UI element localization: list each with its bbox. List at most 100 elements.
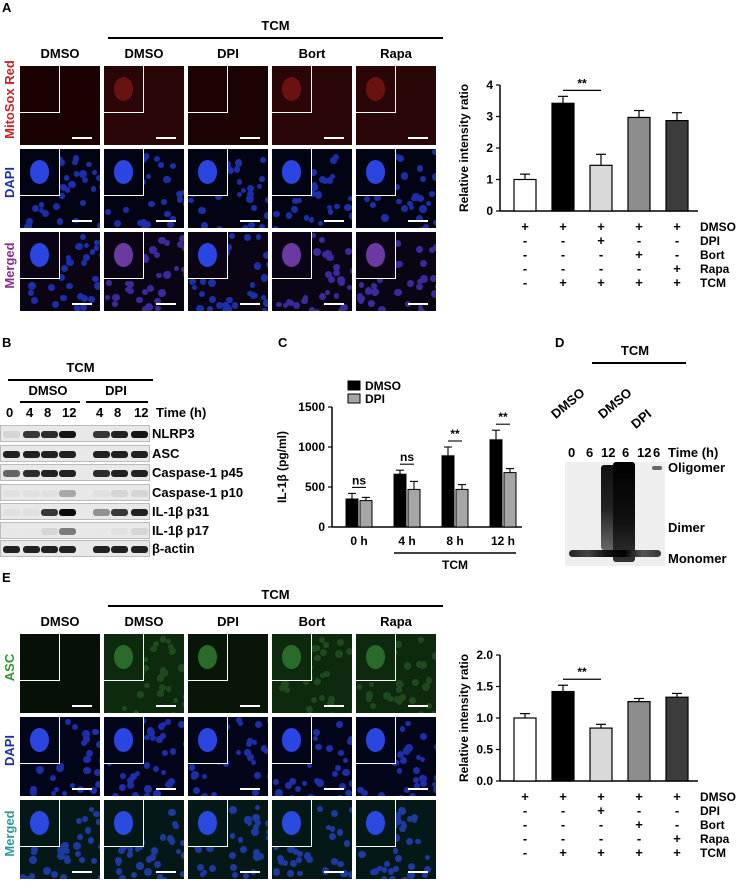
nucleus <box>96 174 100 181</box>
chart-a-ytick-label: 3 <box>486 110 493 124</box>
a-tile-r2-c0 <box>20 232 100 311</box>
nucleus <box>162 270 171 279</box>
nucleus <box>319 649 327 656</box>
band <box>111 490 128 497</box>
band <box>23 509 40 516</box>
nucleus <box>303 678 310 685</box>
nucleus <box>75 242 83 251</box>
nucleus <box>105 294 111 300</box>
nucleus <box>113 220 121 227</box>
panel-b-group-dmso: DMSO <box>28 383 68 398</box>
nucleus <box>409 696 417 704</box>
chart-c-category-1: 4 h <box>398 534 415 548</box>
a-col-header-2: DPI <box>217 46 239 61</box>
nucleus <box>394 154 400 160</box>
nucleus <box>292 848 300 855</box>
nucleus <box>306 794 315 796</box>
nucleus <box>361 789 369 796</box>
inset-nucleus <box>29 243 49 267</box>
nucleus <box>400 172 409 180</box>
scale-bar <box>240 788 260 790</box>
chart-a-bar-0 <box>513 178 537 212</box>
nucleus <box>336 638 345 646</box>
nucleus <box>260 295 266 301</box>
inset-nucleus <box>281 243 301 267</box>
nucleus <box>253 853 262 862</box>
scale-bar <box>72 303 92 305</box>
inset-nucleus <box>113 728 133 752</box>
chart-a-sign-r0-c2: + <box>597 219 605 234</box>
nucleus <box>131 791 140 796</box>
blot-row-3 <box>0 484 150 501</box>
nucleus <box>297 850 304 857</box>
nucleus <box>199 291 206 298</box>
nucleus <box>98 757 100 765</box>
nucleus <box>392 848 398 854</box>
chart-c-tcm-label: TCM <box>442 558 468 572</box>
nucleus <box>338 750 344 756</box>
nucleus <box>327 695 336 704</box>
nucleus <box>98 875 100 879</box>
chart-e-sign-r1-c2: + <box>597 803 605 818</box>
nucleus <box>420 259 428 267</box>
nucleus <box>143 664 150 671</box>
e-tile-r2-c1 <box>104 800 184 879</box>
nucleus <box>163 175 171 184</box>
nucleus <box>260 274 268 282</box>
chart-c-legend-label-0: DMSO <box>365 379 401 393</box>
band <box>131 470 148 477</box>
zoom-inset <box>272 232 312 280</box>
panel-d-oligomer-label: Oligomer <box>668 460 726 475</box>
nucleus <box>259 176 265 182</box>
a-tile-r2-c2 <box>188 232 268 311</box>
band <box>3 451 20 458</box>
scale-bar <box>156 137 176 139</box>
nucleus <box>326 204 332 210</box>
nucleus <box>208 278 217 287</box>
nucleus <box>164 210 171 218</box>
nucleus <box>253 262 262 270</box>
chart-a-sign-r3-c3: - <box>637 261 641 276</box>
nucleus <box>407 279 415 287</box>
chart-e-sign-r2-c1: - <box>561 817 565 832</box>
nucleus <box>399 756 407 765</box>
nucleus <box>418 304 424 310</box>
e-tile-r2-c4 <box>356 800 436 879</box>
scale-bar <box>156 705 176 707</box>
scale-bar <box>240 220 260 222</box>
nucleus <box>93 810 100 818</box>
nucleus <box>415 754 422 761</box>
a-col-header-0: DMSO <box>40 46 80 61</box>
e-tile-r1-c4 <box>356 717 436 796</box>
band <box>41 528 58 535</box>
nucleus <box>266 261 268 269</box>
nucleus <box>192 787 200 795</box>
chart-c-legend-label-1: DPI <box>365 392 385 406</box>
nucleus <box>285 782 292 789</box>
chart-a-sign-r2-c3: + <box>635 247 643 262</box>
chart-e-sign-r1-c0: - <box>523 803 527 818</box>
chart-c-sig-label-2: ** <box>450 427 460 441</box>
nucleus <box>394 695 401 702</box>
e-tile-r1-c1 <box>104 717 184 796</box>
band <box>23 528 40 535</box>
zoom-inset <box>20 66 60 114</box>
zoom-inset <box>272 800 312 848</box>
a-tile-r0-c2 <box>188 66 268 145</box>
a-tile-r2-c4 <box>356 232 436 311</box>
nucleus <box>200 221 208 228</box>
inset-nucleus <box>365 645 385 669</box>
nucleus <box>430 290 436 299</box>
chart-c-ytick-label: 0 <box>318 520 325 534</box>
nucleus <box>150 847 159 855</box>
nucleus <box>247 185 254 192</box>
zoom-inset <box>104 232 144 280</box>
chart-e-sig-label: ** <box>577 665 587 679</box>
inset-nucleus <box>365 160 385 184</box>
nucleus <box>346 284 352 290</box>
band <box>59 546 76 553</box>
chart-c-ytick-label: 1500 <box>298 400 325 414</box>
nucleus <box>287 845 295 853</box>
zoom-inset <box>356 634 396 682</box>
